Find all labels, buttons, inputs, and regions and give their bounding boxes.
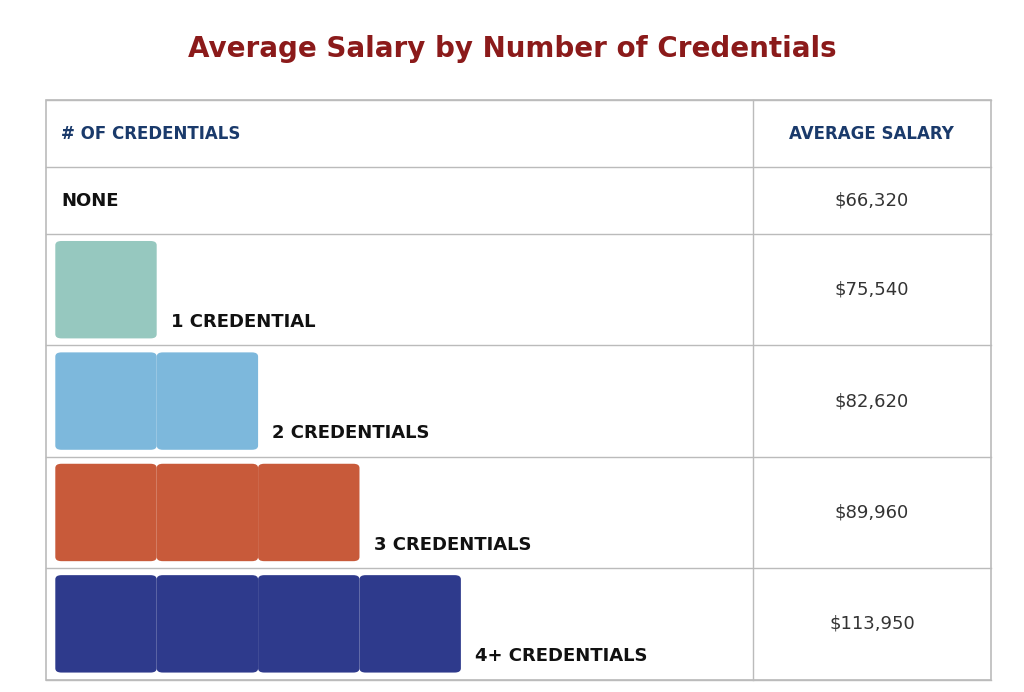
- Text: $89,960: $89,960: [835, 504, 909, 522]
- Text: 1 CREDENTIAL: 1 CREDENTIAL: [171, 313, 315, 331]
- Text: 4+ CREDENTIALS: 4+ CREDENTIALS: [475, 647, 648, 665]
- Text: # OF CREDENTIALS: # OF CREDENTIALS: [61, 125, 241, 143]
- Text: 2 CREDENTIALS: 2 CREDENTIALS: [272, 424, 430, 442]
- Text: Average Salary by Number of Credentials: Average Salary by Number of Credentials: [187, 35, 837, 62]
- Text: AVERAGE SALARY: AVERAGE SALARY: [790, 125, 954, 143]
- Text: $113,950: $113,950: [829, 615, 914, 633]
- Text: $82,620: $82,620: [835, 392, 909, 410]
- Text: 3 CREDENTIALS: 3 CREDENTIALS: [374, 536, 531, 554]
- Text: NONE: NONE: [61, 192, 119, 210]
- Text: $75,540: $75,540: [835, 281, 909, 299]
- Text: $66,320: $66,320: [835, 192, 909, 210]
